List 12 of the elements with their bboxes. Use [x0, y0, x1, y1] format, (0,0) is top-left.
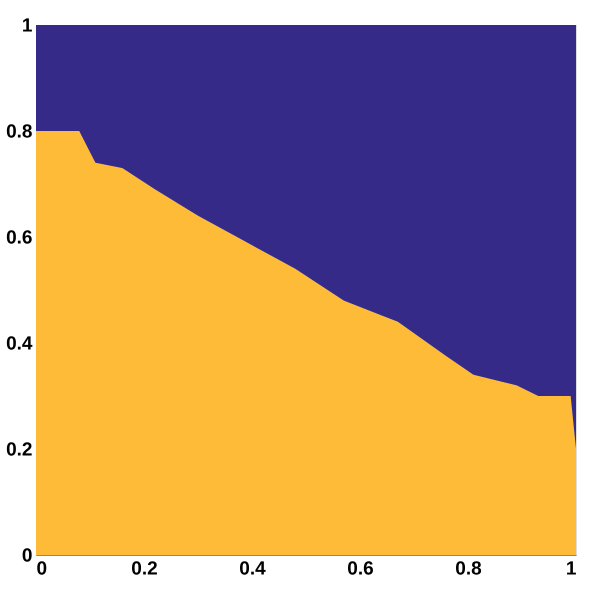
x-tick-label: 0.2	[131, 558, 158, 580]
x-tick-label: 1	[566, 558, 577, 580]
y-tick-label: 0.2	[6, 440, 32, 460]
x-tick-label: 0	[36, 558, 48, 580]
x-tick-label: 0.6	[347, 558, 374, 580]
y-tick-label: 0.4	[6, 334, 33, 354]
x-tick-label: 0.8	[455, 558, 482, 580]
x-tick-label: 0.4	[239, 558, 266, 580]
y-tick-label: 1	[22, 16, 33, 36]
y-tick-label: 0.8	[6, 122, 32, 142]
y-tick-label: 0.6	[6, 228, 32, 248]
y-tick-label: 0	[22, 546, 32, 566]
